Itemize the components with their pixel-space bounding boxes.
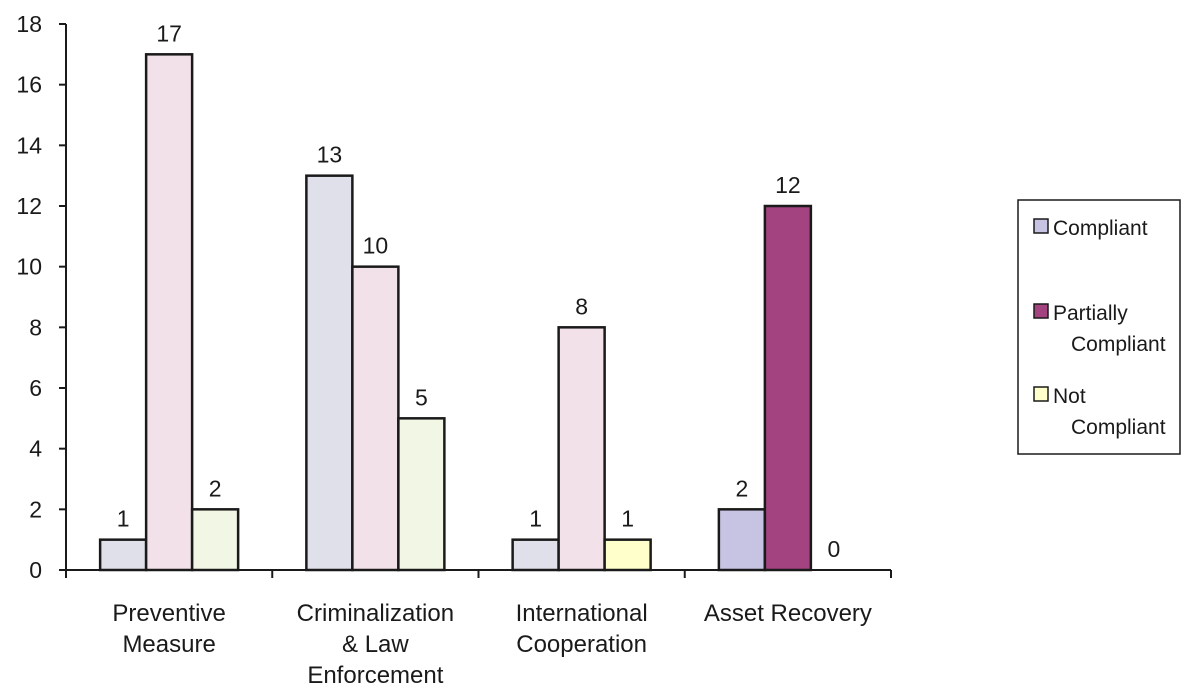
bar [603,538,652,572]
data-label: 1 [117,506,130,532]
y-tick-label: 2 [29,496,42,522]
x-category-label: Cooperation [516,631,647,658]
legend-swatch [1033,386,1049,402]
bar [717,508,767,572]
y-tick-label: 10 [16,254,42,280]
data-label: 1 [529,506,542,532]
data-label: 2 [735,475,748,501]
legend-label: Compliant [1071,416,1166,439]
bar [351,265,400,572]
y-tick-label: 6 [29,375,42,401]
data-label: 13 [317,142,343,168]
legend-box [1017,199,1181,455]
legend-label: Partially [1053,302,1128,325]
bar [511,538,560,572]
x-category-label: & Law [342,631,409,658]
data-label: 12 [775,172,801,198]
x-category-label: International [516,600,648,627]
legend: Compliant Partially Compliant Not Compliant [1017,199,1181,455]
legend-label: Compliant [1071,333,1166,356]
y-tick-label: 18 [16,11,42,37]
bar [397,417,446,572]
y-tick-label: 4 [29,436,42,462]
x-category-label: Enforcement [307,662,443,689]
y-tick-label: 12 [16,193,42,219]
bar [98,538,148,572]
y-tick-label: 8 [29,314,42,340]
axes: 024681012141618PreventiveMeasureCriminal… [16,11,892,689]
data-label: 17 [156,20,182,46]
x-category-label: Criminalization [297,600,454,627]
data-label: 8 [575,293,588,319]
x-category-label: Preventive [112,600,225,627]
legend-swatch [1033,303,1049,319]
y-tick-label: 16 [16,72,42,98]
x-category-label: Measure [122,631,215,658]
data-label: 10 [363,233,389,259]
data-label: 2 [209,475,222,501]
bar [190,508,240,572]
legend-label: Not [1053,385,1086,408]
bar [144,53,194,572]
data-label: 5 [415,384,428,410]
bar [763,204,813,572]
data-label: 1 [621,506,634,532]
bars [98,53,813,572]
x-category-label: Asset Recovery [704,600,872,627]
y-tick-label: 0 [29,557,42,583]
legend-label: Compliant [1053,217,1148,240]
data-label: 0 [827,536,840,562]
bar [305,174,354,572]
y-tick-label: 14 [16,132,42,158]
legend-swatch [1033,218,1049,234]
bar [557,326,606,572]
